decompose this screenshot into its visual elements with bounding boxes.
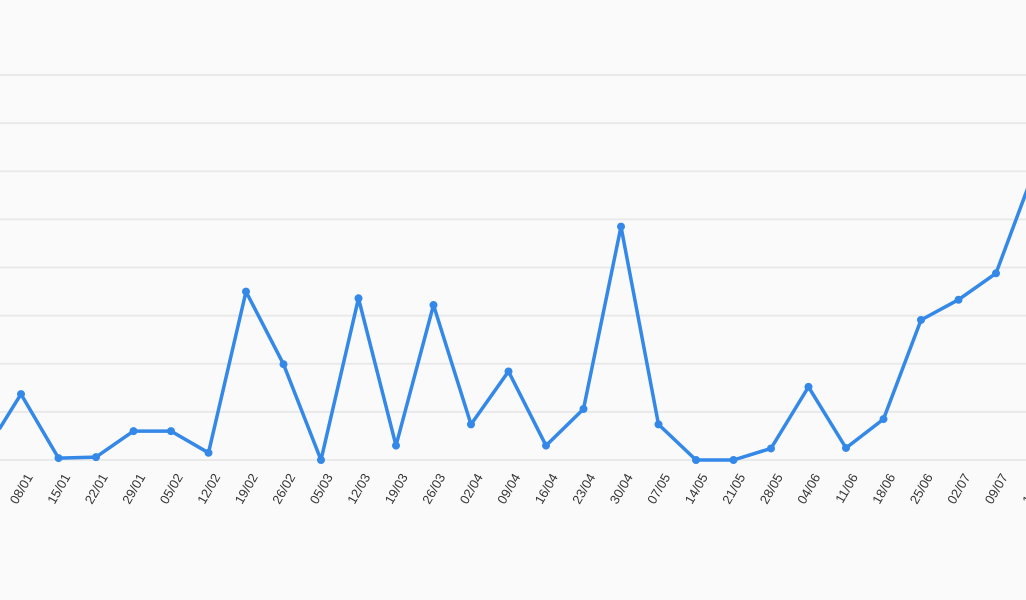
data-point-16-04[interactable]	[542, 441, 550, 450]
x-tick-label: 07/05	[644, 471, 673, 507]
x-tick-label: 30/04	[607, 471, 636, 507]
data-point-22-01[interactable]	[92, 453, 100, 462]
x-tick-label: 09/04	[494, 471, 523, 507]
gridlines	[0, 74, 1026, 461]
data-point-05-02[interactable]	[167, 427, 175, 436]
x-tick-label: 16/07	[1019, 471, 1026, 507]
data-point-28-05[interactable]	[767, 444, 775, 453]
data-point-05-03[interactable]	[317, 456, 325, 464]
data-point-02-07[interactable]	[954, 295, 963, 304]
data-point-11-06[interactable]	[842, 443, 850, 452]
data-points	[17, 222, 1000, 464]
data-point-09-07[interactable]	[992, 269, 1000, 278]
data-point-19-03[interactable]	[392, 441, 400, 450]
x-tick-label: 19/02	[232, 471, 261, 507]
x-tick-label: 26/02	[269, 471, 298, 507]
x-tick-label: 15/01	[44, 471, 73, 507]
x-tick-label: 02/07	[944, 471, 973, 507]
x-tick-label: 19/03	[382, 471, 411, 507]
x-axis-ticks: 08/01 15/01 22/01 29/01 05/02 12/02 19/02 26/02…	[7, 471, 1026, 507]
x-tick-label: 05/03	[307, 471, 336, 507]
data-point-18-06[interactable]	[879, 415, 888, 424]
data-point-09-04[interactable]	[504, 367, 513, 376]
x-tick-label: 04/06	[794, 471, 823, 507]
data-point-07-05[interactable]	[654, 420, 663, 429]
x-tick-label: 12/03	[344, 471, 373, 507]
data-point-08-01[interactable]	[17, 390, 25, 399]
x-tick-label: 21/05	[719, 471, 748, 507]
x-tick-label: 11/06	[832, 471, 861, 506]
data-point-21-05[interactable]	[729, 456, 738, 464]
data-point-26-02[interactable]	[279, 360, 288, 369]
x-tick-label: 25/06	[907, 471, 936, 507]
x-tick-label: 26/03	[419, 471, 448, 507]
x-tick-label: 23/04	[569, 471, 598, 507]
data-point-02-04[interactable]	[467, 420, 475, 429]
x-tick-label: 14/05	[682, 471, 711, 507]
x-tick-label: 08/01	[7, 471, 36, 507]
x-tick-label: 29/01	[119, 471, 148, 507]
x-tick-label: 22/01	[82, 471, 111, 507]
data-point-12-03[interactable]	[354, 294, 363, 303]
data-point-19-02[interactable]	[242, 287, 250, 296]
x-tick-label: 18/06	[869, 471, 898, 507]
x-tick-label: 02/04	[457, 471, 486, 507]
data-point-23-04[interactable]	[579, 404, 588, 413]
data-point-29-01[interactable]	[129, 427, 138, 436]
x-tick-label: 05/02	[157, 471, 186, 507]
data-point-30-04[interactable]	[617, 222, 625, 231]
data-point-25-06[interactable]	[917, 315, 925, 324]
data-point-04-06[interactable]	[804, 382, 813, 391]
x-tick-label: 09/07	[982, 471, 1011, 507]
data-point-26-03[interactable]	[429, 301, 438, 310]
x-tick-label: 12/02	[194, 471, 223, 507]
data-point-12-02[interactable]	[204, 448, 213, 457]
data-point-15-01[interactable]	[54, 454, 63, 463]
data-point-14-05[interactable]	[692, 456, 700, 464]
x-tick-label: 16/04	[532, 471, 561, 507]
x-tick-label: 28/05	[757, 471, 786, 507]
